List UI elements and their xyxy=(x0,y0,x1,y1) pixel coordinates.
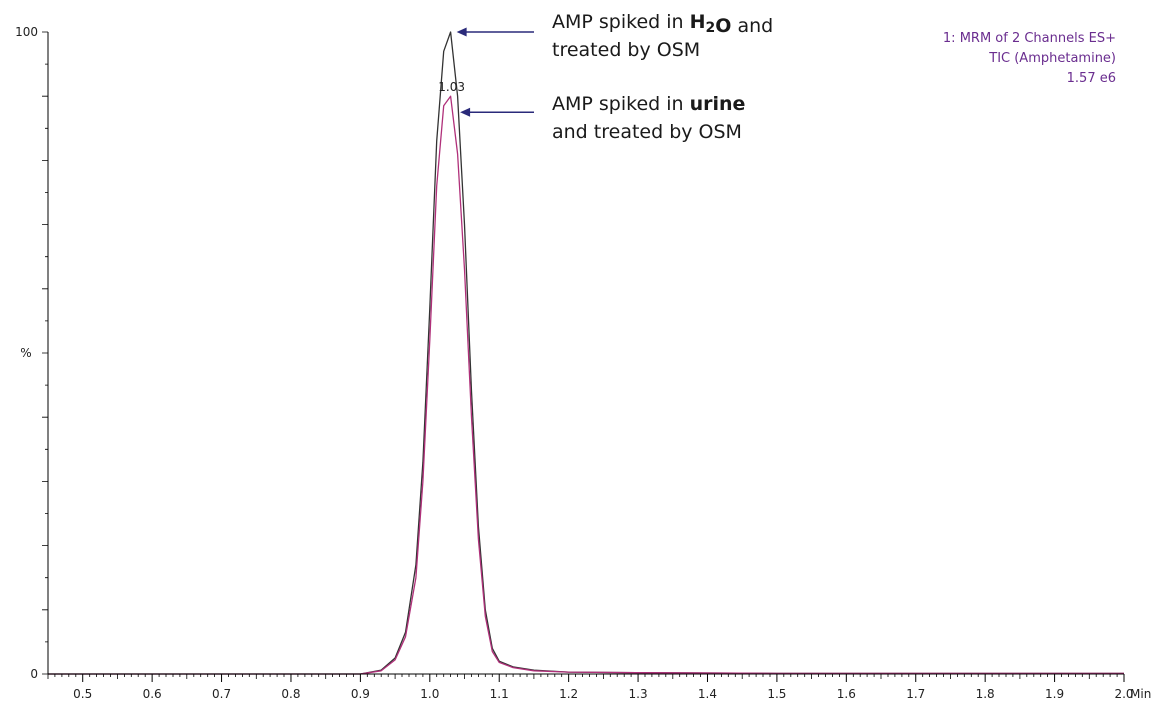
x-tick-label: 0.5 xyxy=(73,687,92,701)
x-minor-ticks xyxy=(47,674,1118,679)
x-tick-label: 1.8 xyxy=(976,687,995,701)
annotation-2-line-2: and treated by OSM xyxy=(552,121,742,143)
series-line-2 xyxy=(48,95,1124,675)
x-tick-label: 2.0 xyxy=(1114,687,1133,701)
x-tick-label: 1.5 xyxy=(767,687,786,701)
peak-label: 1.03 xyxy=(438,80,465,94)
info-line-2: TIC (Amphetamine) xyxy=(988,51,1116,66)
annotation-1-line-2: treated by OSM xyxy=(552,39,700,61)
x-tick-label: 0.6 xyxy=(143,687,162,701)
y-axis-label: % xyxy=(20,346,31,360)
annotation-arrowhead-2 xyxy=(460,107,471,117)
annotation-text-part: AMP spiked in xyxy=(552,11,690,33)
x-tick-label: 0.9 xyxy=(351,687,370,701)
annotation-text-part: and treated by OSM xyxy=(552,121,742,143)
labels-layer: 0.5 0.6 0.7 0.8 0.9 1.0 1.1 1.2 1.3 1.4 1.5 1.6 1.7 1… xyxy=(15,11,1151,701)
x-tick-label: 0.8 xyxy=(281,687,300,701)
annotation-text-part: urine xyxy=(690,93,746,115)
annotation-text-part: 2 xyxy=(706,20,716,36)
x-tick-label: 1.9 xyxy=(1045,687,1064,701)
x-tick-label: 0.7 xyxy=(212,687,231,701)
x-tick-label: 1.0 xyxy=(420,687,439,701)
y-minor-ticks xyxy=(42,31,48,675)
x-axis-label: Min xyxy=(1130,687,1151,701)
series-layer xyxy=(48,31,1124,675)
info-line-3: 1.57 e6 xyxy=(1067,71,1116,86)
annotation-text-part: treated by OSM xyxy=(552,39,700,61)
x-tick-label: 1.6 xyxy=(837,687,856,701)
y-tick-label: 0 xyxy=(30,667,38,681)
annotation-1-line-1: AMP spiked in H2O and xyxy=(552,11,773,37)
annotation-arrowhead-1 xyxy=(456,27,467,37)
annotation-text-part: O xyxy=(715,15,731,37)
x-tick-label: 1.2 xyxy=(559,687,578,701)
x-tick-label: 1.4 xyxy=(698,687,717,701)
annotation-text-part: and xyxy=(731,15,773,37)
info-line-1: 1: MRM of 2 Channels ES+ xyxy=(943,31,1116,46)
y-tick-label: 100 xyxy=(15,25,38,39)
x-tick-label: 1.1 xyxy=(490,687,509,701)
x-tick-label: 1.3 xyxy=(629,687,648,701)
annotation-text-part: H xyxy=(690,11,706,33)
x-tick-label: 1.7 xyxy=(906,687,925,701)
annotation-2-line-1: AMP spiked in urine xyxy=(552,93,745,115)
annotation-text-part: AMP spiked in xyxy=(552,93,690,115)
axes-layer xyxy=(42,27,1125,682)
